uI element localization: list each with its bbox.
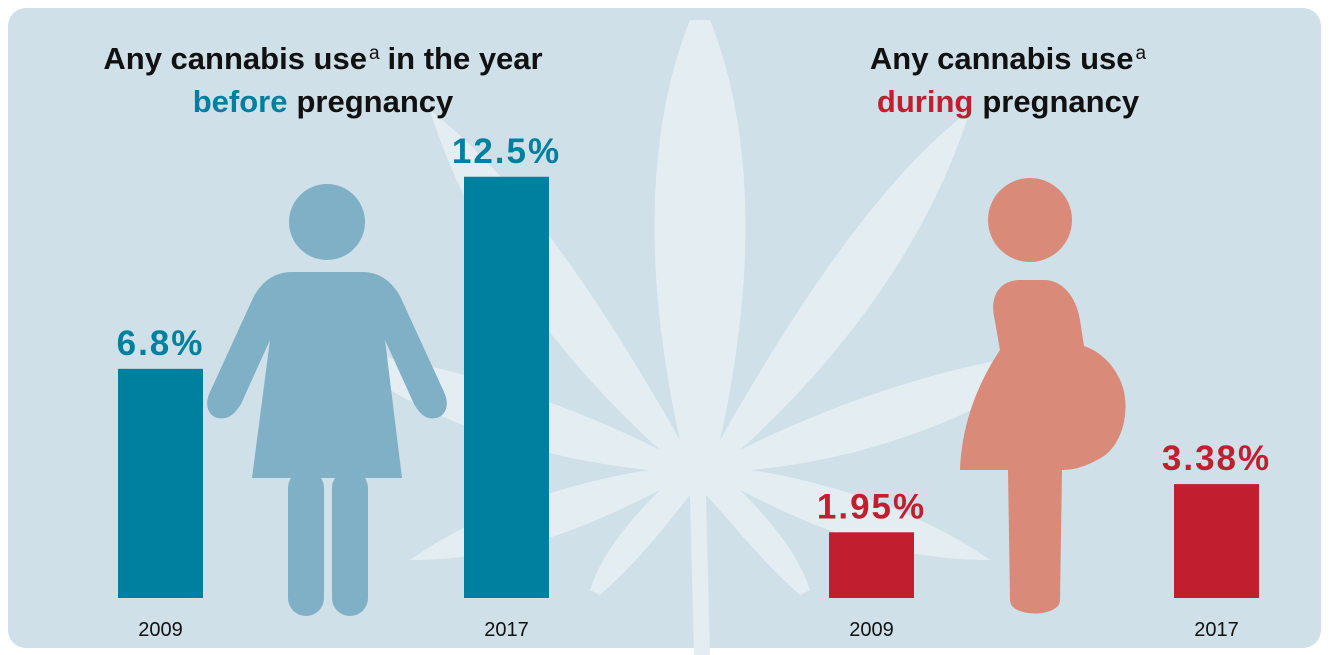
leaf-background bbox=[330, 20, 1070, 655]
title-superscript: a bbox=[369, 43, 380, 64]
bar bbox=[118, 368, 203, 598]
x-tick-label: 2009 bbox=[849, 619, 894, 641]
bar bbox=[464, 176, 549, 598]
title-text: pregnancy bbox=[296, 84, 454, 119]
bar bbox=[829, 532, 914, 598]
woman-figure bbox=[207, 184, 447, 616]
pregnant-figure bbox=[960, 178, 1126, 614]
title-text: Any cannabis use bbox=[103, 41, 367, 76]
chart-title: Any cannabis use a bbox=[870, 41, 1147, 76]
title-text: in the year bbox=[388, 41, 543, 76]
title-text: Any cannabis use bbox=[870, 41, 1134, 76]
x-tick-label: 2017 bbox=[484, 619, 529, 641]
x-tick-label: 2017 bbox=[1194, 619, 1239, 641]
x-tick-label: 2009 bbox=[138, 619, 183, 641]
chart-title: during pregnancy bbox=[877, 84, 1140, 119]
title-highlight: before bbox=[193, 84, 288, 119]
title-superscript: a bbox=[1136, 43, 1147, 64]
chart-title: Any cannabis use a in the year bbox=[103, 41, 542, 76]
value-label: 3.38% bbox=[1162, 439, 1271, 478]
title-text: pregnancy bbox=[982, 84, 1140, 119]
bar bbox=[1174, 484, 1259, 598]
value-label: 12.5% bbox=[452, 132, 561, 171]
title-highlight: during bbox=[877, 84, 973, 119]
value-label: 6.8% bbox=[117, 324, 205, 363]
chart-title: before pregnancy bbox=[193, 84, 454, 119]
value-label: 1.95% bbox=[817, 487, 926, 526]
